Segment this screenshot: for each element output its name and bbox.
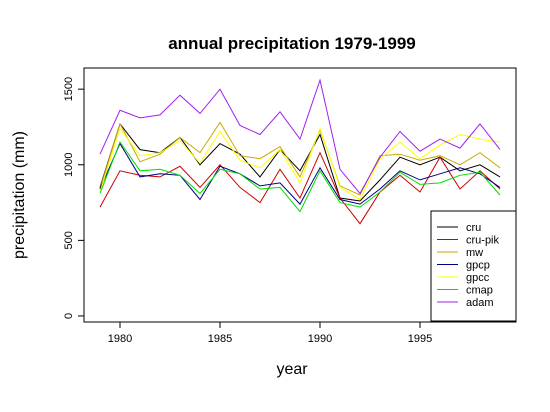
x-tick-label-1985: 1985 xyxy=(208,333,232,345)
x-tick-label-1995: 1995 xyxy=(408,333,432,345)
legend-box xyxy=(430,210,517,322)
series-line-adam xyxy=(99,78,501,195)
legend-label-cru: cru xyxy=(466,222,481,234)
x-axis-label: year xyxy=(276,361,308,378)
legend-label-cmap: cmap xyxy=(466,285,493,297)
y-axis-label: precipitation (mm) xyxy=(11,131,28,259)
legend-label-gpcc: gpcc xyxy=(466,272,490,284)
series-line-mw xyxy=(99,121,501,196)
chart-title: annual precipitation 1979-1999 xyxy=(168,34,416,53)
x-tick-label-1980: 1980 xyxy=(108,333,132,345)
y-tick-label-500: 500 xyxy=(63,231,75,249)
series-layer xyxy=(99,78,501,225)
series-line-gpcp xyxy=(99,142,501,205)
y-tick-label-1000: 1000 xyxy=(63,153,75,177)
y-axis: 0 500 1000 1500 xyxy=(63,77,84,319)
y-tick-label-1500: 1500 xyxy=(63,77,75,101)
series-line-cru xyxy=(99,122,501,202)
x-tick-label-1990: 1990 xyxy=(308,333,332,345)
series-line-cru-pik xyxy=(99,151,501,225)
legend-label-adam: adam xyxy=(466,297,494,309)
legend-label-cru-pik: cru-pik xyxy=(466,235,500,247)
series-line-gpcc xyxy=(99,127,501,201)
y-tick-label-0: 0 xyxy=(63,313,75,319)
legend-label-mw: mw xyxy=(466,247,483,259)
x-axis: 1980 1985 1990 1995 xyxy=(108,321,432,345)
series-line-cmap xyxy=(99,141,501,213)
legend-label-gpcp: gpcp xyxy=(466,260,490,272)
